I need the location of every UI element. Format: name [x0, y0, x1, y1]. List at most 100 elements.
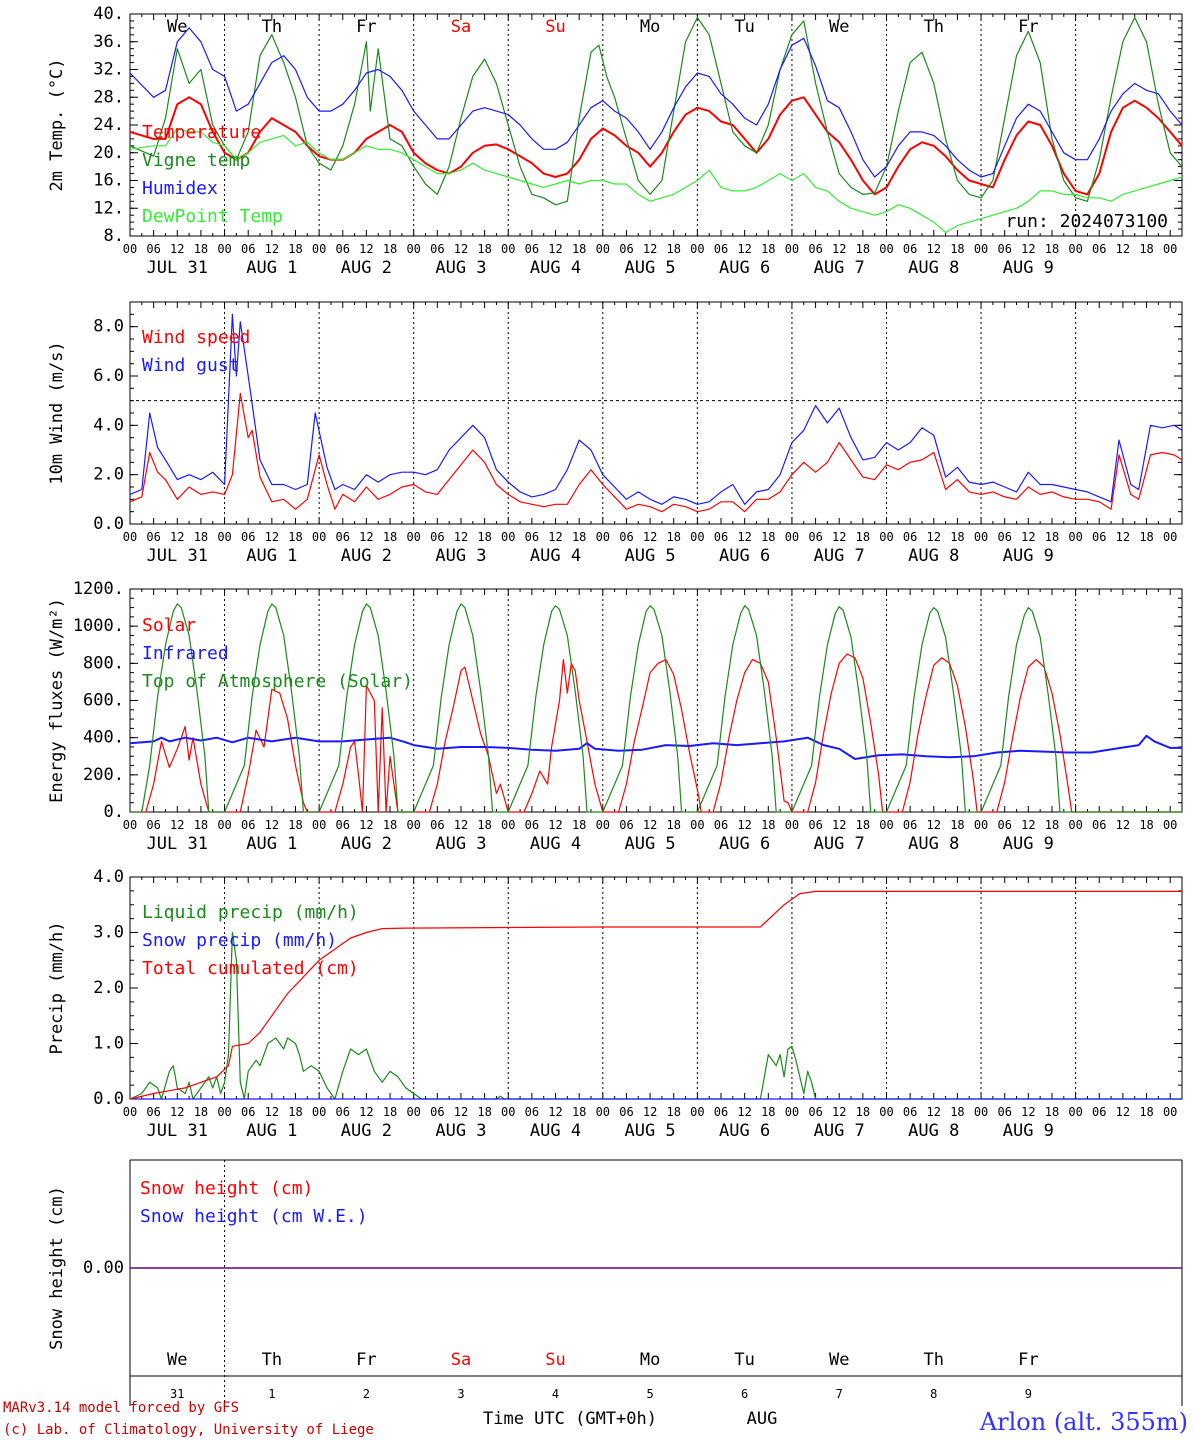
y-axis-title: 10m Wind (m/s): [47, 341, 67, 484]
day-name: Tu: [734, 1350, 754, 1370]
hour-tick-label: 12: [1021, 530, 1035, 544]
hour-tick-label: 00: [785, 242, 799, 256]
hour-tick-label: 00: [406, 242, 420, 256]
hour-tick-label: 12: [927, 242, 941, 256]
hour-tick-label: 00: [501, 1105, 515, 1119]
hour-tick-label: 06: [714, 818, 728, 832]
hour-tick-label: 06: [1092, 818, 1106, 832]
hour-tick-label: 18: [194, 1105, 208, 1119]
y-tick-label: 4.0: [93, 415, 124, 435]
day-number: 9: [1025, 1387, 1032, 1401]
location-label: Arlon (alt. 355m): [979, 1408, 1188, 1436]
hour-tick-label: 12: [927, 530, 941, 544]
hour-tick-label: 06: [903, 242, 917, 256]
y-tick-label: 20.: [93, 143, 124, 163]
hour-tick-label: 18: [1139, 530, 1153, 544]
hour-tick-label: 06: [241, 1105, 255, 1119]
model-credit: MARv3.14 model forced by GFS: [3, 1400, 239, 1416]
date-label: AUG 5: [624, 258, 675, 278]
y-tick-label: 0.0: [93, 514, 124, 534]
hour-tick-label: 06: [241, 242, 255, 256]
y-tick-label: 1000.: [73, 616, 124, 636]
hour-tick-label: 06: [146, 1105, 160, 1119]
hour-tick-label: 00: [1163, 818, 1177, 832]
legend-entry: Wind speed: [142, 327, 250, 348]
hour-tick-label: 12: [1116, 242, 1130, 256]
y-tick-label: 24.: [93, 115, 124, 135]
hour-tick-label: 12: [265, 1105, 279, 1119]
hour-tick-label: 00: [406, 818, 420, 832]
hour-tick-label: 12: [170, 1105, 184, 1119]
hour-tick-label: 18: [383, 242, 397, 256]
hour-tick-label: 18: [194, 530, 208, 544]
hour-tick-label: 18: [194, 818, 208, 832]
series-line-top-of-atmosphere-solar-: [130, 603, 1182, 813]
hour-tick-label: 12: [548, 530, 562, 544]
hour-tick-label: 00: [1068, 242, 1082, 256]
hour-tick-label: 06: [997, 242, 1011, 256]
legend-entry: Snow height (cm W.E.): [140, 1206, 368, 1227]
hour-tick-label: 18: [288, 818, 302, 832]
hour-tick-label: 18: [1139, 818, 1153, 832]
legend-entry: Total cumulated (cm): [142, 958, 359, 979]
day-name: Su: [545, 1350, 565, 1370]
y-tick-label: 32.: [93, 60, 124, 80]
date-label: AUG 6: [719, 1121, 770, 1141]
series-line-solar: [130, 653, 1182, 813]
day-number: 5: [646, 1387, 653, 1401]
hour-tick-label: 06: [808, 530, 822, 544]
hour-tick-label: 12: [643, 242, 657, 256]
hour-tick-label: 06: [714, 242, 728, 256]
y-tick-label: 2.0: [93, 465, 124, 485]
hour-tick-label: 18: [288, 530, 302, 544]
hour-tick-label: 06: [619, 1105, 633, 1119]
y-tick-label: 40.: [93, 4, 124, 24]
hour-tick-label: 12: [359, 530, 373, 544]
hour-tick-label: 00: [1163, 1105, 1177, 1119]
hour-tick-label: 18: [950, 242, 964, 256]
hour-tick-label: 06: [241, 818, 255, 832]
hour-tick-label: 00: [312, 242, 326, 256]
y-tick-label: 0.: [104, 802, 124, 822]
hour-tick-label: 18: [383, 1105, 397, 1119]
y-tick-label: 6.0: [93, 366, 124, 386]
hour-tick-label: 12: [1116, 1105, 1130, 1119]
hour-tick-label: 00: [596, 1105, 610, 1119]
legend-entry: Top of Atmosphere (Solar): [142, 671, 413, 692]
date-label: AUG 1: [246, 834, 297, 854]
hour-tick-label: 06: [146, 530, 160, 544]
hour-tick-label: 06: [336, 1105, 350, 1119]
hour-tick-label: 00: [690, 530, 704, 544]
legend-entry: DewPoint Temp: [142, 206, 283, 227]
hour-tick-label: 00: [879, 818, 893, 832]
series-line-wind-speed: [129, 392, 1183, 513]
hour-tick-label: 18: [1139, 242, 1153, 256]
day-number: 7: [836, 1387, 843, 1401]
legend-entry: Wind gust: [142, 355, 240, 376]
hour-tick-label: 18: [950, 1105, 964, 1119]
hour-tick-label: 00: [785, 1105, 799, 1119]
panel-3: 00 06 12 18 00 06 12 18 00 06 12 18 00 06 12 18 00 06 12 18…: [47, 579, 1183, 854]
hour-tick-label: 12: [265, 242, 279, 256]
y-axis-title: Energy fluxes (W/m²): [47, 598, 67, 803]
hour-tick-label: 12: [548, 818, 562, 832]
hour-tick-label: 18: [572, 818, 586, 832]
date-label: AUG 7: [814, 258, 865, 278]
hour-tick-label: 18: [856, 242, 870, 256]
day-name: Su: [545, 17, 565, 37]
hour-tick-label: 00: [123, 242, 137, 256]
hour-tick-label: 18: [667, 818, 681, 832]
legend-entry: Infrared: [142, 643, 229, 664]
day-name: Th: [262, 1350, 282, 1370]
legend-entry: Solar: [142, 615, 196, 636]
date-label: JUL 31: [147, 834, 208, 854]
legend-entry: Snow height (cm): [140, 1178, 313, 1199]
hour-tick-label: 18: [856, 1105, 870, 1119]
hour-tick-label: 06: [430, 242, 444, 256]
date-label: AUG 4: [530, 834, 581, 854]
y-tick-label: 600.: [83, 691, 124, 711]
y-tick-label: 12.: [93, 198, 124, 218]
hour-tick-label: 00: [879, 1105, 893, 1119]
hour-tick-label: 12: [832, 530, 846, 544]
